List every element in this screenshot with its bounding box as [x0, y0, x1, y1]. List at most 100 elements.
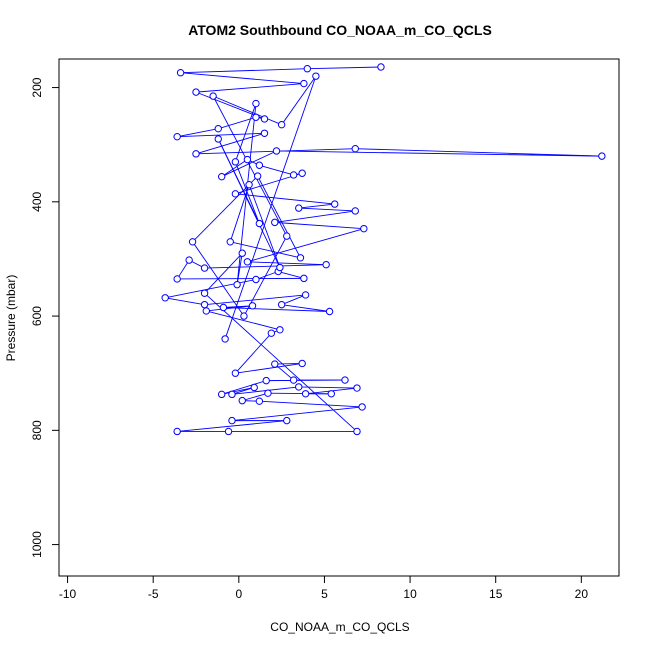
series-line-segment: [255, 271, 279, 280]
series-line-segment: [177, 132, 265, 138]
series-line-segment: [204, 264, 327, 269]
x-axis-label: CO_NOAA_m_CO_QCLS: [270, 620, 409, 634]
data-point: [272, 147, 281, 155]
series-line-segment: [221, 380, 267, 395]
data-point: [224, 427, 233, 436]
data-point: [289, 171, 298, 179]
series-line-segment: [274, 210, 356, 223]
data-point: [161, 294, 169, 302]
series-line-segment: [247, 261, 327, 266]
series-line-segment: [206, 310, 281, 331]
series-line-segment: [281, 75, 317, 125]
y-axis-label: Pressure (mbar): [4, 275, 18, 362]
series-line-segment: [221, 159, 248, 178]
data-point: [262, 376, 270, 385]
data-point: [233, 280, 241, 289]
series-line-segment: [235, 193, 335, 205]
series-line-segment: [307, 66, 381, 70]
series-line-segment: [298, 207, 356, 212]
series-line-segment: [195, 132, 265, 155]
data-point: [238, 249, 246, 257]
data-point: [200, 264, 209, 272]
data-point: [267, 329, 276, 337]
series-line-segment: [278, 271, 305, 279]
data-point: [202, 307, 210, 315]
series-line-segment: [180, 72, 304, 85]
data-point: [298, 359, 306, 368]
series-line-segment: [235, 332, 272, 374]
series-line-segment: [204, 294, 306, 306]
series-line-segment: [192, 241, 245, 317]
data-point: [277, 120, 286, 129]
y-axis: 200 400 600 800 1000: [30, 77, 60, 558]
series-line-segment: [231, 406, 363, 422]
data-point: [312, 72, 320, 80]
data-point: [173, 132, 181, 141]
data-point: [255, 219, 264, 228]
series-line-segment: [355, 148, 602, 157]
series-line-segment: [274, 221, 364, 230]
data-point: [264, 389, 272, 397]
data-point: [173, 427, 181, 436]
data-point: [353, 427, 361, 436]
series-line-segment: [195, 83, 304, 93]
data-point: [295, 204, 303, 212]
series-line-segment: [177, 128, 219, 138]
data-point: [298, 169, 306, 177]
series-line-segment: [266, 379, 345, 382]
data-point: [245, 180, 253, 189]
data-point: [176, 69, 185, 77]
series-line-segment: [274, 363, 303, 365]
series-line-segment: [212, 95, 282, 126]
data-point: [255, 161, 264, 169]
plot-frame: [58, 58, 620, 577]
data-point: [301, 390, 310, 398]
data-point: [277, 300, 286, 309]
data-point: [353, 384, 361, 392]
data-point: [188, 238, 197, 246]
series-line-segment: [217, 138, 281, 268]
series-line-segment: [224, 75, 317, 340]
series-data-points: [161, 63, 606, 436]
series-line-segment: [242, 392, 269, 402]
y-tick-label: 200: [30, 77, 44, 97]
data-point: [231, 190, 240, 198]
series-line-segment: [204, 292, 358, 432]
y-tick-label: 600: [30, 306, 44, 326]
y-tick-label: 400: [30, 191, 44, 211]
data-point: [214, 124, 222, 133]
data-point: [300, 79, 308, 88]
series-line-segment: [218, 116, 257, 130]
data-point: [228, 390, 236, 399]
data-point: [252, 99, 260, 108]
data-point: [341, 376, 349, 384]
series-line-segment: [257, 175, 301, 259]
data-point: [331, 200, 339, 208]
series-line-segment: [221, 387, 255, 395]
data-point: [228, 416, 236, 425]
x-tick-label: -10: [59, 587, 77, 601]
series-line-segment: [204, 252, 243, 294]
data-point: [192, 150, 200, 158]
x-tick-label: 0: [235, 587, 242, 601]
data-point: [243, 258, 252, 266]
data-point: [289, 376, 298, 384]
series-line-segment: [212, 95, 288, 237]
data-point: [598, 152, 606, 160]
data-point: [260, 115, 269, 123]
series-connecting-lines: [165, 66, 602, 432]
series-line-segment: [276, 150, 602, 157]
data-point: [248, 302, 257, 310]
series-line-segment: [180, 68, 308, 74]
series-line-segment: [235, 363, 303, 374]
data-point: [327, 390, 335, 398]
data-point: [351, 144, 359, 153]
series-line-segment: [234, 161, 260, 224]
data-point: [271, 218, 279, 227]
x-axis: -10 -5 0 5 10 15 20: [59, 575, 589, 601]
x-tick-label: 20: [575, 587, 589, 601]
y-tick-label: 800: [30, 420, 44, 440]
data-point: [253, 172, 262, 180]
x-tick-label: 10: [403, 587, 417, 601]
data-point: [301, 291, 310, 299]
